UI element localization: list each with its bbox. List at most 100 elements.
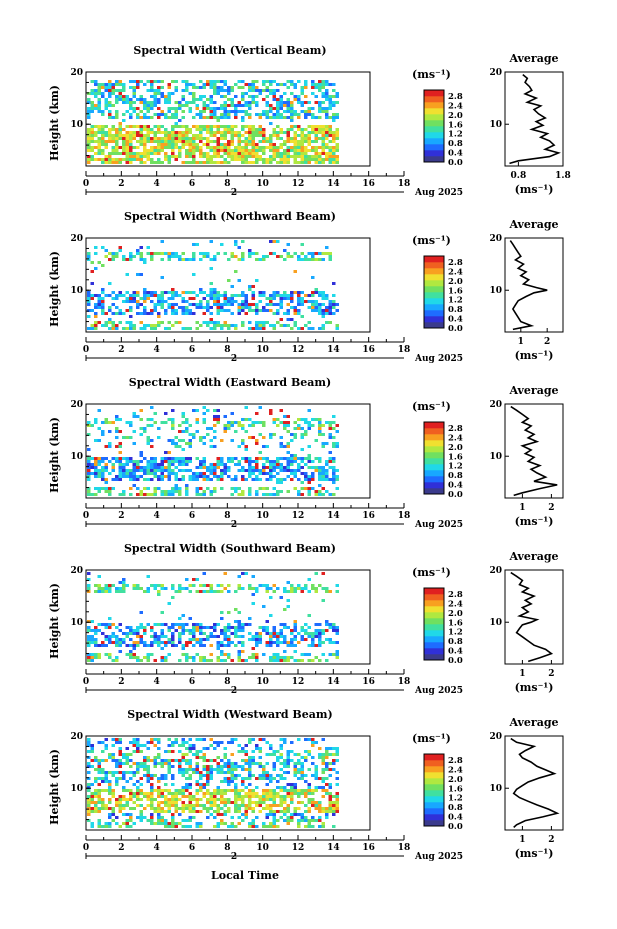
heatmap-cell	[304, 475, 308, 478]
heatmap-cell	[290, 327, 294, 330]
heatmap-cell	[171, 783, 175, 786]
heatmap-cell	[244, 813, 248, 816]
heatmap-cell	[202, 572, 206, 575]
heatmap-cell	[129, 807, 133, 810]
heatmap-cell	[293, 291, 297, 294]
heatmap-cell	[143, 816, 147, 819]
heatmap-cell	[269, 161, 273, 164]
heatmap-cell	[160, 765, 164, 768]
heatmap-cell	[164, 475, 168, 478]
heatmap-cell	[129, 143, 133, 146]
heatmap-cell	[167, 137, 171, 140]
average-y-tick-label: 20	[489, 566, 502, 576]
heatmap-cell	[318, 753, 322, 756]
heatmap-cell	[311, 131, 315, 134]
heatmap-cell	[307, 825, 311, 828]
heatmap-cell	[125, 101, 129, 104]
heatmap-cell	[237, 575, 241, 578]
heatmap-cell	[290, 783, 294, 786]
heatmap-cell	[171, 457, 175, 460]
heatmap-cell	[255, 143, 259, 146]
average-x-tick-label: 0.8	[511, 171, 527, 181]
heatmap-cell	[269, 252, 273, 255]
heatmap-cell	[213, 155, 217, 158]
heatmap-cell	[227, 143, 231, 146]
heatmap-cell	[167, 641, 171, 644]
heatmap-cell	[160, 300, 164, 303]
heatmap-cell	[87, 297, 91, 300]
heatmap-cell	[188, 101, 192, 104]
panel-title: Spectral Width (Westward Beam)	[127, 708, 332, 721]
heatmap-cell	[132, 475, 136, 478]
heatmap-cell	[297, 762, 301, 765]
heatmap-cell	[321, 128, 325, 131]
heatmap-cell	[87, 587, 91, 590]
heatmap-cell	[164, 798, 168, 801]
heatmap-cell	[118, 581, 122, 584]
colorbar-swatch	[424, 286, 444, 293]
heatmap-cell	[311, 819, 315, 822]
heatmap-cell	[325, 765, 329, 768]
heatmap-cell	[185, 457, 189, 460]
heatmap-cell	[202, 110, 206, 113]
heatmap-cell	[311, 309, 315, 312]
heatmap-cell	[192, 161, 196, 164]
heatmap-cell	[262, 469, 266, 472]
heatmap-cell	[199, 629, 203, 632]
heatmap-cell	[122, 475, 126, 478]
heatmap-cell	[125, 436, 129, 439]
heatmap-cell	[132, 484, 136, 487]
date-axis-mark: 2	[231, 520, 237, 530]
heatmap-cell	[286, 475, 290, 478]
heatmap-cell	[146, 89, 150, 92]
colorbar-swatch	[424, 90, 444, 97]
heatmap-cell	[262, 777, 266, 780]
heatmap-cell	[122, 578, 126, 581]
heatmap-cell	[325, 472, 329, 475]
heatmap-cell	[195, 327, 199, 330]
heatmap-cell	[272, 134, 276, 137]
heatmap-cell	[199, 146, 203, 149]
heatmap-cell	[314, 804, 318, 807]
heatmap-cell	[223, 149, 227, 152]
heatmap-cell	[101, 768, 105, 771]
heatmap-cell	[237, 789, 241, 792]
heatmap-cell	[181, 143, 185, 146]
heatmap-cell	[167, 131, 171, 134]
heatmap-cell	[332, 294, 336, 297]
date-label: Aug 2025	[414, 188, 463, 198]
plot-frame	[85, 403, 371, 499]
heatmap-cell	[118, 747, 122, 750]
heatmap-cell	[101, 95, 105, 98]
heatmap-cell	[195, 629, 199, 632]
heatmap-cell	[293, 626, 297, 629]
heatmap-cell	[157, 131, 161, 134]
heatmap-cell	[164, 810, 168, 813]
heatmap-cell	[157, 137, 161, 140]
heatmap-cell	[321, 572, 325, 575]
heatmap-cell	[122, 146, 126, 149]
heatmap-cell	[87, 463, 91, 466]
heatmap-cell	[202, 312, 206, 315]
heatmap-cell	[174, 590, 178, 593]
heatmap-cell	[206, 409, 210, 412]
heatmap-cell	[157, 297, 161, 300]
heatmap-cell	[195, 418, 199, 421]
heatmap-cell	[136, 469, 140, 472]
heatmap-cell	[153, 92, 157, 95]
heatmap-cell	[269, 149, 273, 152]
heatmap-cell	[195, 792, 199, 795]
heatmap-cell	[150, 312, 154, 315]
heatmap-cell	[174, 478, 178, 481]
heatmap-cell	[286, 146, 290, 149]
heatmap-cell	[244, 131, 248, 134]
heatmap-cell	[146, 140, 150, 143]
heatmap-cell	[139, 623, 143, 626]
heatmap-cell	[185, 152, 189, 155]
heatmap-cell	[216, 306, 220, 309]
heatmap-cell	[143, 294, 147, 297]
heatmap-cell	[258, 134, 262, 137]
colorbar-swatch	[424, 114, 444, 121]
heatmap-cell	[111, 291, 115, 294]
heatmap-cell	[111, 771, 115, 774]
